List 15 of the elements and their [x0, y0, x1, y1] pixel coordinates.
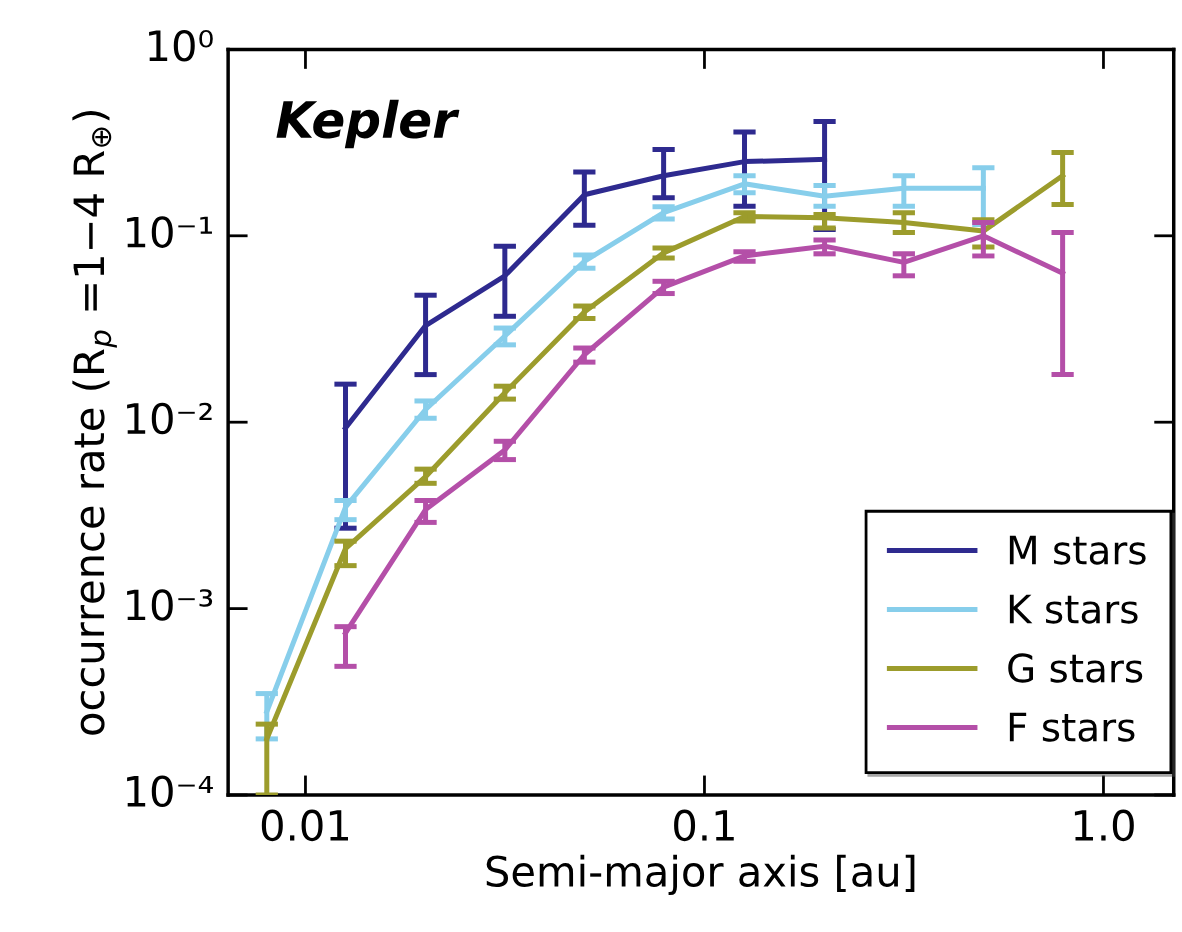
- y-tick-label: 10⁻⁴: [127, 775, 213, 808]
- legend-label: M stars: [1009, 535, 1146, 565]
- legend-label: F stars: [1009, 712, 1135, 742]
- annotation: Kepler: [276, 99, 460, 149]
- x-tick-label: 0.01: [261, 809, 348, 842]
- legend-label: G stars: [1008, 653, 1143, 683]
- x-tick-label: 0.1: [674, 809, 734, 842]
- y-tick-label: 10⁻²: [127, 402, 212, 435]
- x-tick-label: 1.0: [1074, 809, 1134, 842]
- x-axis-title: Semi-major axis [au]: [486, 854, 915, 896]
- y-tick-label: 10⁻¹: [127, 216, 212, 248]
- legend-label: K stars: [1009, 594, 1138, 624]
- y-tick-label: 10⁻³: [127, 589, 213, 621]
- y-axis-title: occurrence rate (R$_{p}$ =1−4 R$_{⊕}$): [72, 111, 117, 735]
- y-tick-label: 10⁰: [149, 29, 213, 62]
